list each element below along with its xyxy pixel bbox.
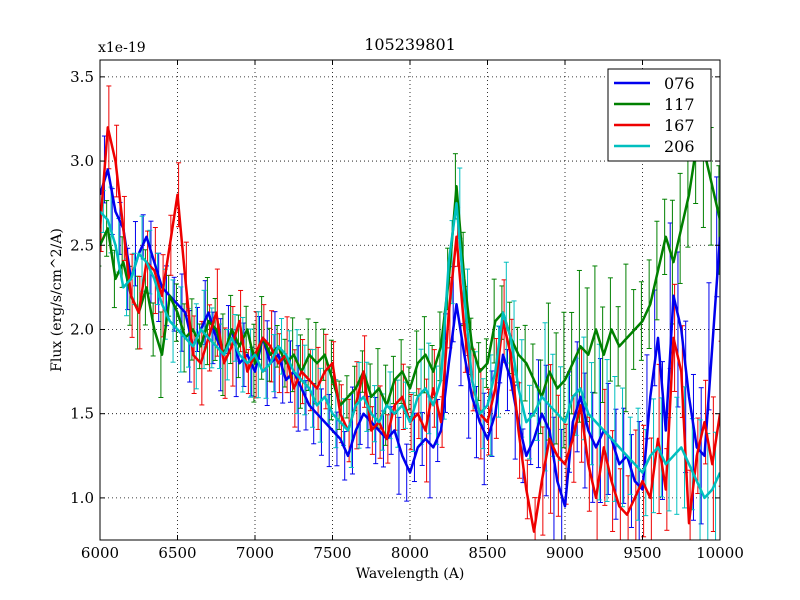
- series-line-076: [100, 168, 720, 508]
- y-tick-label: 1.5: [70, 405, 94, 423]
- x-tick-label: 8000: [391, 544, 429, 562]
- y-tick-label: 3.0: [70, 152, 94, 170]
- y-tick-label: 1.0: [70, 489, 94, 507]
- y-axis-label: Flux (erg/s/cm^2/A): [49, 228, 65, 372]
- x-tick-label: 9500: [623, 544, 661, 562]
- x-tick-label: 8500: [468, 544, 506, 562]
- y-tick-label: 2.5: [70, 236, 94, 254]
- axis-ticks: 6000 6500 7000 7500 8000 8500 9000 9500 10000 1.0…: [70, 60, 744, 562]
- legend-label-117: 117: [664, 95, 695, 114]
- x-axis-label: Wavelength (A): [356, 566, 465, 582]
- x-tick-label: 6500: [158, 544, 196, 562]
- series-lines: [100, 126, 720, 533]
- series-line-117: [100, 142, 720, 407]
- legend-label-076: 076: [664, 74, 695, 93]
- y-scale-label: x1e-19: [98, 40, 146, 56]
- x-tick-label: 9000: [546, 544, 584, 562]
- x-tick-label: 10000: [696, 544, 744, 562]
- x-tick-label: 6000: [81, 544, 119, 562]
- chart-title: 105239801: [364, 35, 456, 54]
- legend-label-167: 167: [664, 116, 695, 135]
- x-tick-label: 7500: [313, 544, 351, 562]
- legend-label-206: 206: [664, 137, 695, 156]
- series-line-206: [100, 201, 720, 500]
- y-tick-label: 3.5: [70, 68, 94, 86]
- legend: 076 117 167 206: [607, 68, 712, 162]
- x-tick-label: 7000: [236, 544, 274, 562]
- y-tick-label: 2.0: [70, 320, 94, 338]
